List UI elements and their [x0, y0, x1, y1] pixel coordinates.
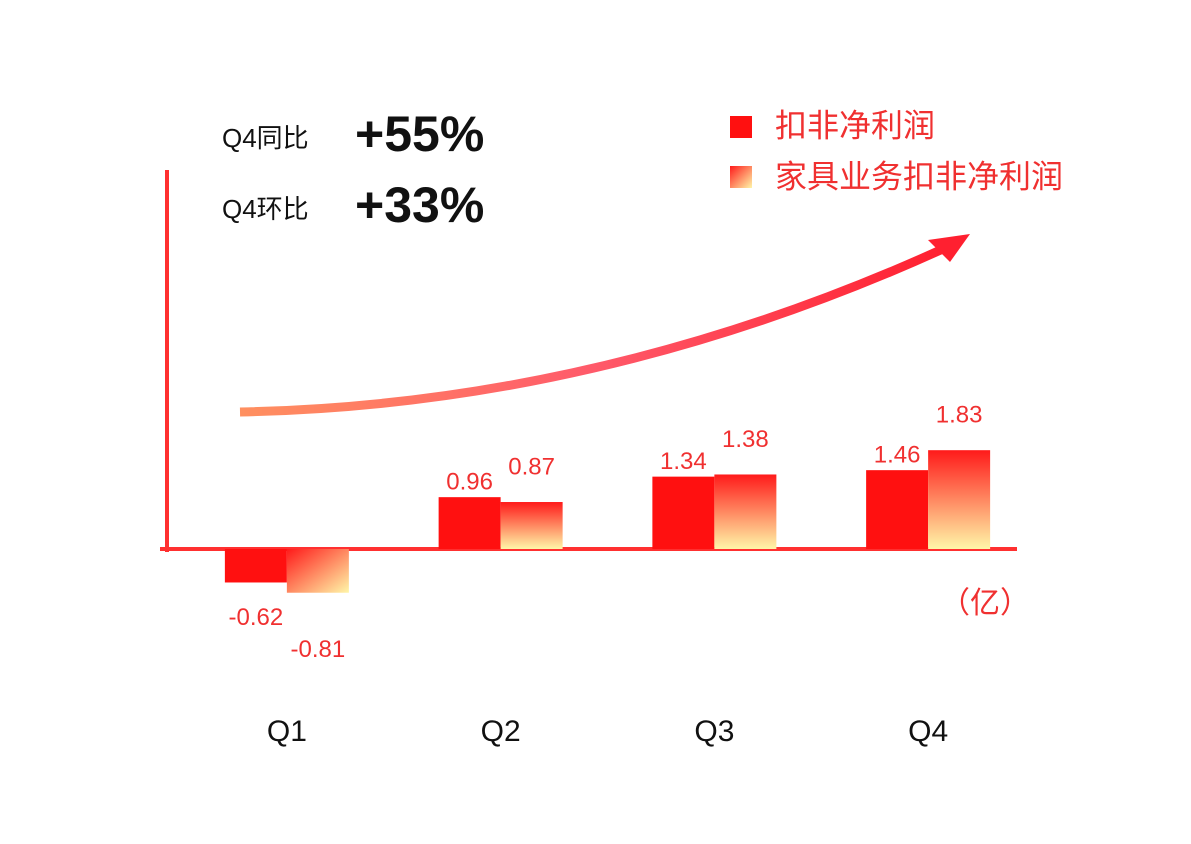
x-tick-label: Q4 — [908, 715, 948, 748]
x-tick-label: Q2 — [481, 715, 521, 748]
x-tick-label: Q1 — [267, 715, 307, 748]
annotation-label: Q4环比 — [222, 194, 309, 224]
value-label: 0.87 — [508, 453, 555, 480]
value-label: 1.83 — [936, 402, 983, 429]
value-label: 0.96 — [446, 469, 493, 496]
bar — [500, 502, 563, 549]
legend-label: 扣非净利润 — [775, 107, 935, 143]
x-tick-label: Q3 — [694, 715, 734, 748]
value-label: -0.62 — [229, 604, 284, 631]
bar — [928, 450, 991, 549]
annotation-value: +55% — [355, 106, 484, 162]
annotation-value: +33% — [355, 177, 484, 233]
bar — [286, 549, 349, 593]
bar — [224, 549, 287, 583]
bar — [438, 497, 501, 549]
legend-swatch — [730, 166, 752, 188]
bar — [714, 474, 777, 549]
bar — [652, 476, 715, 549]
unit-label: （亿） — [940, 587, 1030, 620]
value-label: -0.81 — [291, 636, 346, 663]
value-label: 1.38 — [722, 426, 769, 453]
arrow-head — [928, 234, 970, 262]
value-label: 1.46 — [874, 442, 921, 469]
legend-swatch — [730, 116, 752, 138]
value-label: 1.34 — [660, 448, 707, 475]
legend-label: 家具业务扣非净利润 — [775, 158, 1063, 194]
annotations: Q4同比 +55% Q4环比 +33% — [222, 106, 484, 233]
annotation-label: Q4同比 — [222, 123, 309, 153]
bar — [866, 470, 929, 549]
trend-arrow — [239, 243, 947, 417]
